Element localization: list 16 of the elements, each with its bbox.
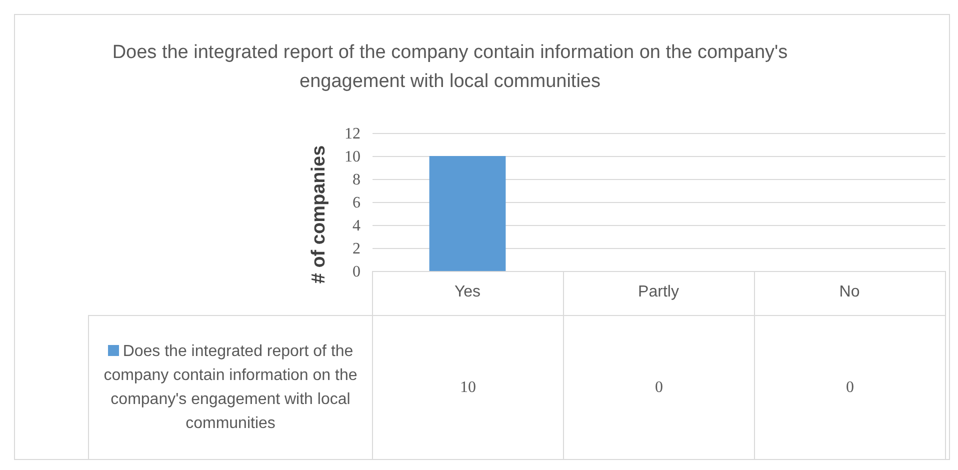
x-tick-label: Yes <box>454 284 481 300</box>
y-tick-label: 2 <box>352 240 360 258</box>
x-tick-label: Partly <box>638 284 679 300</box>
y-tick-label: 4 <box>352 218 360 234</box>
chart-title: Does the integrated report of the company contain information on the company's engagement with local communities <box>111 41 789 94</box>
data-label: 0 <box>845 378 855 398</box>
y-tick-label: 8 <box>352 172 360 188</box>
y-tick-label: 12 <box>344 126 360 142</box>
data-label: 0 <box>654 378 664 398</box>
y-tick-label: 0 <box>352 264 360 280</box>
y-tick-label: 10 <box>344 148 360 166</box>
y-axis-title: # of companies <box>308 145 330 284</box>
legend-label: Does the integrated report of the company contain information on the company's engagement with local communities <box>102 342 358 434</box>
y-tick-label: 6 <box>352 194 360 212</box>
data-label: 10 <box>459 378 477 398</box>
x-tick-label: No <box>839 284 860 300</box>
